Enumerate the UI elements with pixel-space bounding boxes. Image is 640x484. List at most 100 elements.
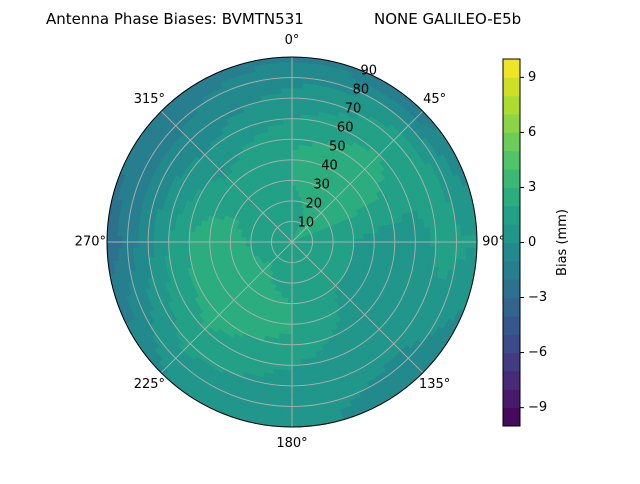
field-cell [292,180,296,185]
field-cell [292,103,302,108]
field-cell [288,191,292,196]
field-cell [225,244,230,249]
field-cell [287,304,292,309]
field-cell [364,234,369,240]
field-cell [292,134,300,139]
field-cell [292,345,300,350]
field-cell [283,114,292,119]
field-cell [379,245,385,252]
azimuth-tick-label: 90° [482,235,505,250]
field-cell [284,355,292,360]
azimuth-tick-label: 0° [285,33,300,48]
field-cell [364,245,369,251]
radial-tick-label: 50 [329,140,346,155]
radial-tick-label: 80 [353,83,370,98]
field-cell [292,309,297,314]
field-cell [220,234,225,239]
field-cell [281,83,292,89]
field-cell [286,329,292,334]
field-cell [287,175,292,180]
azimuth-tick-label: 315° [134,92,165,107]
radial-tick-label: 30 [313,178,330,193]
field-cell [292,298,296,303]
field-cell [282,375,292,380]
field-cell [287,314,292,319]
colorbar-level [503,224,520,243]
polar-grid [107,57,477,427]
field-cell [292,319,298,324]
field-cell [282,386,292,391]
field-cell [220,244,225,249]
field-cell [179,246,185,254]
colorbar-tick-label: 6 [528,125,536,140]
field-cell [284,345,292,350]
field-cell [292,98,302,103]
colorbar-level [503,132,520,151]
field-cell [284,186,288,192]
field-cell [283,119,292,124]
colorbar-tick-label: −6 [528,345,547,360]
field-cell [343,236,348,240]
azimuth-tick-label: 225° [134,377,165,392]
field-cell [210,233,216,239]
colorbar-level [503,59,520,78]
field-cell [353,235,358,240]
field-cell [283,365,292,370]
field-cell [281,396,292,402]
field-cell [292,144,299,149]
field-cell [420,228,426,237]
radial-tick-label: 10 [298,216,315,231]
field-cell [241,244,246,248]
field-cell [285,139,292,144]
field-cell [283,108,292,113]
radial-tick-label: 70 [345,102,362,117]
field-cell [292,83,303,89]
azimuth-tick-label: 270° [75,235,106,250]
field-cell [200,245,206,252]
field-cell [174,246,180,254]
colorbar-level [503,151,520,170]
radial-tick-label: 60 [337,121,354,136]
field-cell [284,134,292,139]
colorbar-level [503,261,520,280]
field-cell [384,232,390,239]
field-cell [292,62,305,68]
field-cell [292,314,297,319]
colorbar-level [503,77,520,96]
field-cell [281,401,292,407]
field-cell [281,88,292,94]
colorbar-level [503,298,520,317]
field-cell [210,245,216,251]
field-cell [297,313,303,319]
field-cell [374,233,380,239]
field-cell [174,230,180,238]
field-cell [292,114,301,119]
field-cell [292,124,300,129]
field-cell [399,246,405,254]
field-cell [284,124,292,129]
field-cell [296,298,301,304]
field-cell [404,246,410,254]
field-cell [158,228,164,237]
field-cell [286,155,292,160]
chart-title-left: Antenna Phase Biases: BVMTN531 [46,10,304,28]
field-cell [369,245,375,251]
field-cell [292,355,300,360]
field-cell [292,78,303,84]
field-cell [287,170,292,175]
field-cell [292,288,296,293]
field-cell [179,230,185,238]
colorbar-tick-label: 0 [528,235,536,250]
field-cell [358,244,363,249]
colorbar-level [503,243,520,262]
field-cell [292,160,298,165]
field-cell [279,421,292,427]
field-cell [283,370,292,375]
colorbar-level [503,206,520,225]
radial-tick-label: 90 [361,64,378,79]
field-cell [399,230,405,238]
field-cell [292,139,299,144]
field-cell [292,375,302,380]
field-cell [292,380,302,385]
